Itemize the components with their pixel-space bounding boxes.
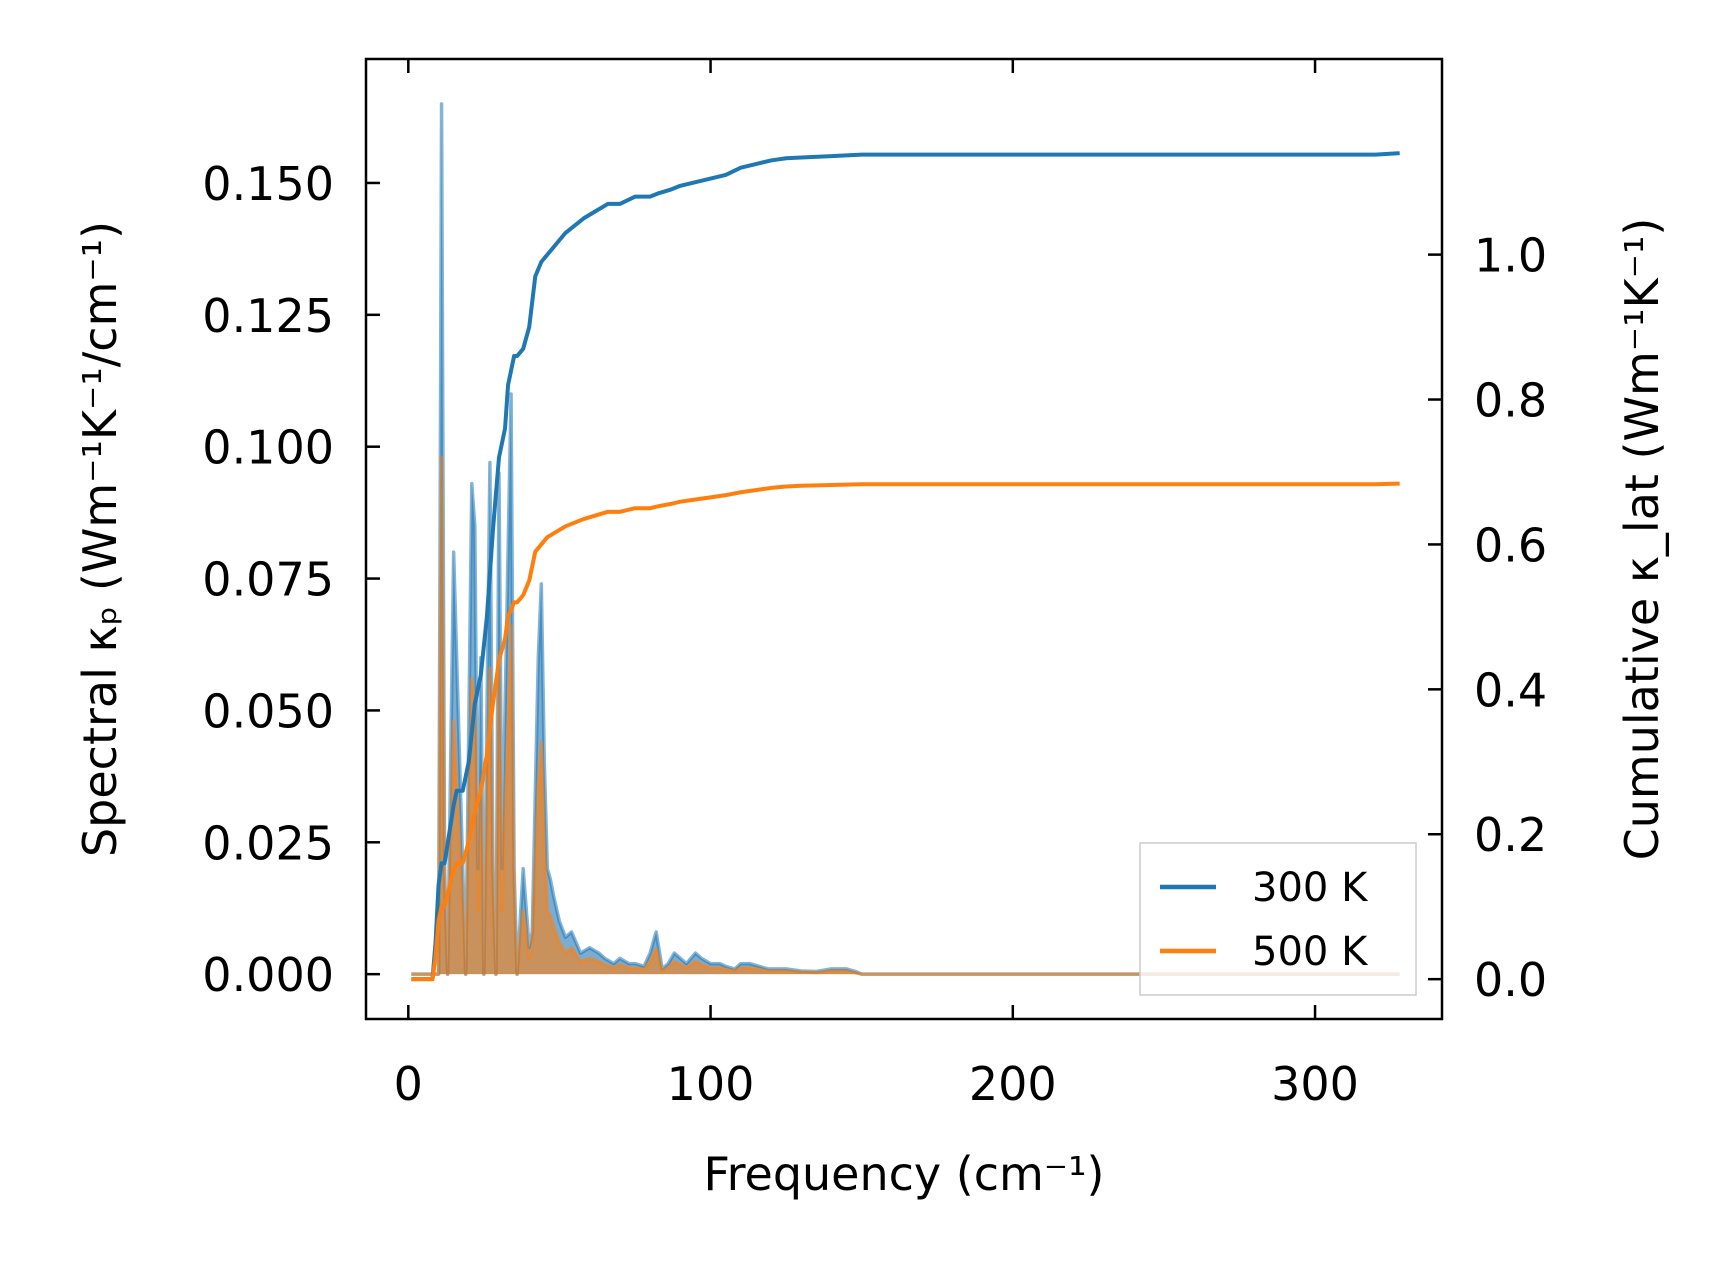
y-right-tick-label: 0.4 [1474, 663, 1547, 717]
legend-box [1139, 842, 1417, 996]
x-tick-label: 0 [394, 1057, 423, 1111]
y-right-tick-label: 1.0 [1474, 229, 1547, 283]
cumulative-line-300k [411, 151, 1400, 982]
spectral-line-layer [411, 102, 1400, 976]
y-left-tick-label: 0.125 [202, 289, 334, 343]
y-left-axis-ticks: 0.000 0.025 0.050 0.075 0.100 0.125 0.150 [202, 157, 380, 1002]
cumulative-line-layer [411, 151, 1400, 982]
plot-frame [364, 57, 1444, 1021]
y-right-axis-ticks: 0.0 0.2 0.4 0.6 0.8 1.0 [1428, 229, 1547, 1007]
spectral-line-500k [411, 455, 1400, 976]
y-right-tick-label: 0.0 [1474, 953, 1547, 1007]
y-left-tick-label: 0.000 [202, 948, 334, 1002]
legend-label-300k: 300 K [1252, 865, 1369, 911]
spectral-fill-layer [411, 103, 1400, 975]
x-tick-label: 200 [969, 1057, 1057, 1111]
y-left-axis-title: Spectral κₚ (Wm⁻¹K⁻¹/cm⁻¹) [73, 221, 127, 857]
y-right-tick-label: 0.2 [1474, 808, 1547, 862]
x-tick-label: 300 [1271, 1057, 1359, 1111]
x-axis-title: Frequency (cm⁻¹) [704, 1147, 1105, 1201]
y-left-tick-label: 0.150 [202, 157, 334, 211]
y-left-tick-label: 0.100 [202, 421, 334, 475]
y-left-tick-label: 0.050 [202, 684, 334, 738]
y-left-tick-label: 0.025 [202, 816, 334, 870]
x-tick-label: 100 [667, 1057, 755, 1111]
y-left-tick-label: 0.075 [202, 553, 334, 607]
x-axis-ticks: 0 100 200 300 [394, 59, 1359, 1111]
y-right-axis-title: Cumulative κ_lat (Wm⁻¹K⁻¹) [1615, 218, 1669, 861]
legend-label-500k: 500 K [1252, 929, 1369, 975]
y-right-tick-label: 0.6 [1474, 518, 1547, 572]
spectral-fill-500k [411, 457, 1400, 975]
y-right-tick-label: 0.8 [1474, 374, 1547, 428]
legend: 300 K 500 K [1139, 842, 1417, 996]
cumulative-line-500k [411, 481, 1400, 982]
